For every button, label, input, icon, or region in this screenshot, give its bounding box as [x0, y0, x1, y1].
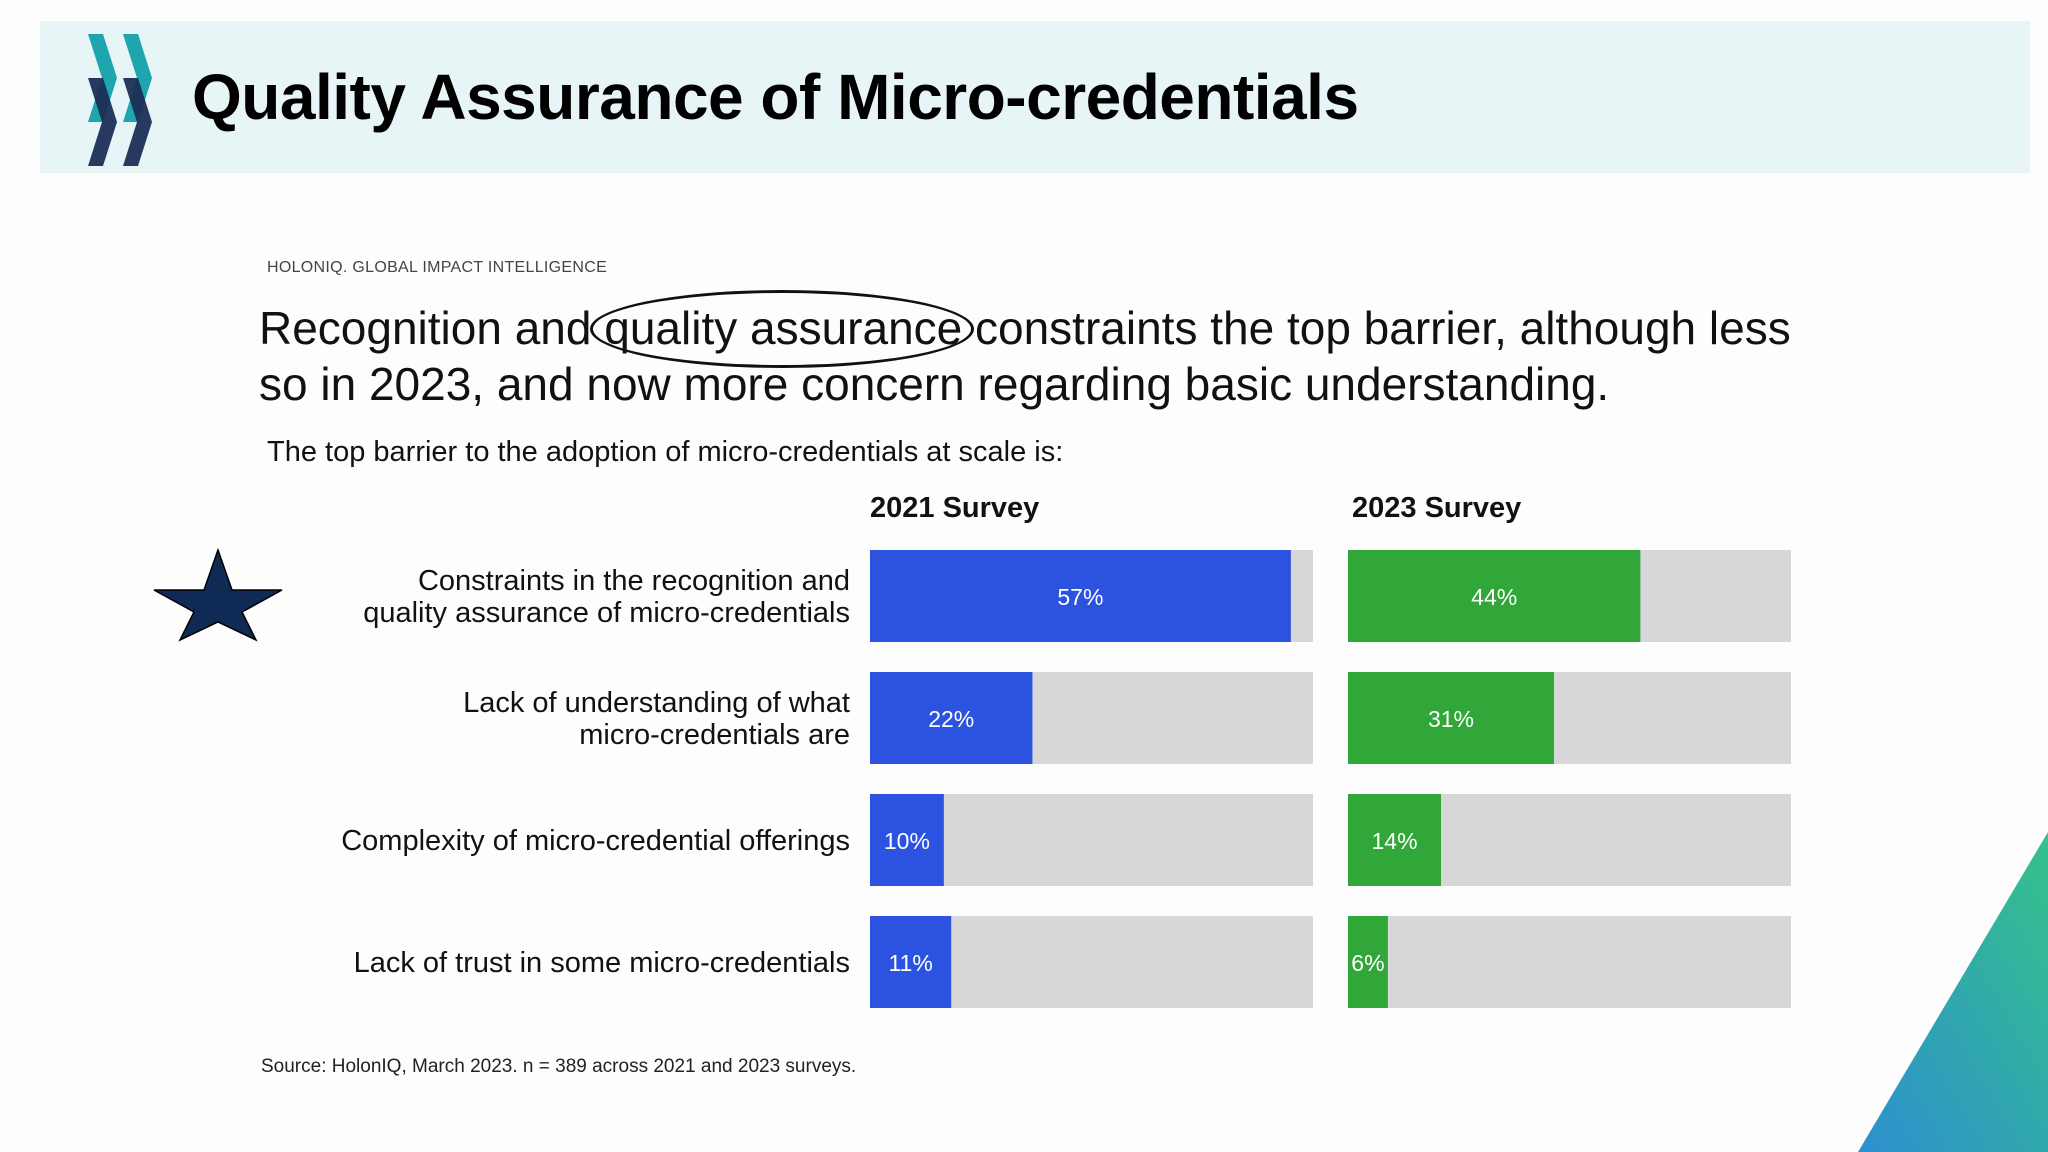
data-label-1-3: 6% — [1351, 950, 1384, 976]
bar-1-3 — [1348, 916, 1388, 1008]
bar-0-3 — [870, 916, 952, 1008]
data-label-0-0: 57% — [1057, 584, 1103, 610]
category-label-1: Lack of understanding of what micro-crede… — [463, 687, 850, 751]
data-label-0-1: 22% — [928, 706, 974, 732]
bar-1-1 — [1348, 672, 1554, 764]
source-note: Source: HolonIQ, March 2023. n = 389 acr… — [261, 1056, 857, 1077]
headline-start: Recognition and — [259, 302, 605, 354]
category-label-2: Complexity of micro-credential offerings — [341, 825, 850, 857]
category-label-3: Lack of trust in some micro-credentials — [354, 947, 850, 979]
bar-0-1 — [870, 672, 1033, 764]
data-label-0-3: 11% — [888, 950, 932, 976]
bar-track-1-3 — [1348, 916, 1791, 1008]
data-label-1-1: 31% — [1428, 706, 1474, 732]
data-label-1-0: 44% — [1471, 584, 1517, 610]
star-icon — [153, 548, 283, 642]
chevron-logo-icon — [88, 34, 152, 166]
data-label-0-2: 10% — [884, 828, 930, 854]
bar-0-0 — [870, 550, 1291, 642]
bar-1-0 — [1348, 550, 1641, 642]
corner-decoration — [1858, 832, 2048, 1152]
series-title-2021: 2021 Survey — [870, 492, 1040, 524]
chart-title: The top barrier to the adoption of micro… — [267, 436, 1064, 468]
category-label-0: Constraints in the recognition and qualit… — [363, 565, 850, 629]
bar-1-2 — [1348, 794, 1442, 886]
brand-label: HOLONIQ. GLOBAL IMPACT INTELLIGENCE — [267, 259, 608, 276]
slide-title: Quality Assurance of Micro-credentials — [192, 61, 1359, 133]
slide-header — [40, 21, 2030, 173]
circled-text: quality assurance — [604, 302, 963, 354]
bar-0-2 — [870, 794, 944, 886]
data-label-1-2: 14% — [1371, 828, 1417, 854]
series-title-2023: 2023 Survey — [1352, 492, 1522, 524]
